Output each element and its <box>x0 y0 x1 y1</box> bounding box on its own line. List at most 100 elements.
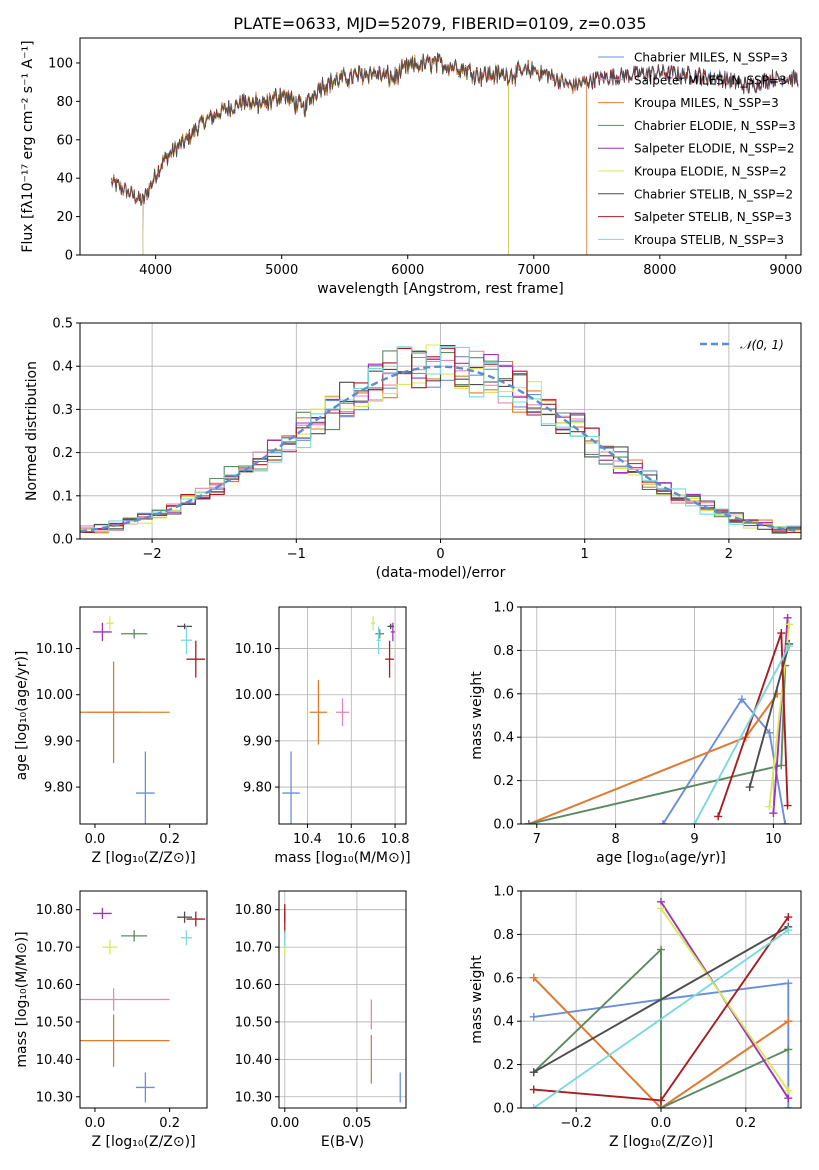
y-axis-label: mass weight <box>469 671 485 760</box>
x-tick-label: 0.2 <box>159 1116 180 1131</box>
weight-line-salpeter_stelib <box>717 632 789 817</box>
data-point-chabrier_miles <box>136 1072 155 1103</box>
weight-marker <box>777 629 786 638</box>
x-tick-label: 0.0 <box>85 1116 106 1131</box>
spectrum-line-salpeter_elodie <box>142 53 509 255</box>
weight-line-kroupa_stelib <box>693 645 791 824</box>
data-point-salpeter_stelib <box>186 911 206 927</box>
axes-frame <box>278 890 407 1109</box>
y-tick-label: 10.80 <box>235 903 272 918</box>
x-tick-label: 9000 <box>769 263 802 278</box>
y-tick-label: 10.00 <box>36 688 73 703</box>
y-tick-label: 60 <box>56 133 73 148</box>
x-tick-label: 2 <box>725 547 733 562</box>
y-axis-label: age [log₁₀(age/yr)] <box>14 651 30 781</box>
y-tick-label: 10.10 <box>235 642 272 657</box>
weight-line-chabrier_elodie <box>533 947 789 1108</box>
weight-marker <box>765 728 774 737</box>
y-tick-label: 40 <box>56 172 73 187</box>
x-tick-label: 1 <box>581 547 589 562</box>
legend-entry: 𝒩(0, 1) <box>740 338 784 352</box>
spectrum-panel: 4000 5000 6000 7000 8000 9000 0 20 40 60 80 100 wave… <box>20 37 802 297</box>
massweight_vs_age-grid <box>521 606 801 825</box>
weight-marker <box>657 945 665 954</box>
weight-marker <box>529 1104 538 1108</box>
y-tick-label: 0.6 <box>493 687 514 702</box>
weight-marker <box>765 802 774 811</box>
y-tick-label: 10.10 <box>36 642 73 657</box>
figure-title: PLATE=0633, MJD=52079, FIBERID=0109, z=0… <box>233 14 646 33</box>
y-tick-label: 0.0 <box>52 533 73 548</box>
x-tick-label: 0 <box>436 547 444 562</box>
data-point-salpeter_miles <box>80 988 170 1011</box>
x-tick-label: 10.6 <box>337 832 366 847</box>
weight-line-kroupa_stelib <box>533 929 789 1108</box>
weight-marker <box>657 904 665 913</box>
y-tick-label: 0.4 <box>493 731 514 746</box>
age_vs_mass-grid <box>279 607 406 824</box>
weight-marker <box>781 820 790 824</box>
weight-line-kroupa_elodie <box>660 907 790 1092</box>
mass_vs_ebv-grid <box>279 891 406 1108</box>
x-axis-label: Z [log₁₀(Z/Z⊙)] <box>609 1134 713 1150</box>
y-tick-label: 10.70 <box>235 941 272 956</box>
histogram-step-kroupa_elodie <box>80 344 801 534</box>
y-tick-label: 0.4 <box>52 360 73 375</box>
legend-entry: Kroupa STELIB, N_SSP=3 <box>634 233 784 247</box>
mass-vs-metallicity-panel: 0.0 0.2 10.30 10.40 10.50 10.60 10.70 10.80 Z [l… <box>14 890 208 1150</box>
legend-entry: Kroupa ELODIE, N_SSP=2 <box>634 165 787 179</box>
residual-legend: 𝒩(0, 1) <box>700 338 784 352</box>
massweight_vs_Z-plot-area <box>529 897 793 1108</box>
legend-entry: Salpeter STELIB, N_SSP=3 <box>634 210 792 224</box>
spectrum-plot-area <box>111 52 799 255</box>
x-tick-label: 7 <box>533 832 541 847</box>
data-point-kroupa_miles <box>309 679 328 745</box>
mass_vs_ebv-plot-area <box>284 904 401 1103</box>
x-tick-label: −1 <box>287 547 306 562</box>
legend-entry: Chabrier STELIB, N_SSP=2 <box>634 187 793 201</box>
data-point-salpeter_elodie <box>93 622 112 642</box>
data-point-kroupa_stelib <box>180 930 193 946</box>
x-tick-label: 9 <box>690 832 698 847</box>
data-point-kroupa_miles <box>80 661 170 764</box>
y-tick-label: 10.50 <box>235 1015 272 1030</box>
mass_vs_Z-plot-area <box>80 907 206 1103</box>
y-tick-label: 10.50 <box>36 1015 73 1030</box>
legend-entry: Salpeter ELODIE, N_SSP=2 <box>634 142 795 156</box>
y-tick-label: 9.80 <box>243 781 272 796</box>
axes-frame <box>520 606 802 825</box>
y-tick-label: 10.40 <box>36 1053 73 1068</box>
x-tick-label: 10.4 <box>293 832 322 847</box>
data-point-kroupa_elodie <box>102 939 118 955</box>
data-point-chabrier_stelib <box>177 623 193 630</box>
weight-marker <box>769 809 778 818</box>
x-axis-label: Z [log₁₀(Z/Z⊙)] <box>91 1134 195 1150</box>
x-tick-label: 0.2 <box>159 832 180 847</box>
y-axis-label: Flux [fλ10⁻¹⁷ erg cm⁻² s⁻¹ A⁻¹] <box>20 40 36 252</box>
y-tick-label: 10.40 <box>235 1053 272 1068</box>
y-tick-label: 0.3 <box>52 403 73 418</box>
data-point-salpeter_stelib <box>186 640 206 678</box>
mass-vs-ebv-panel: 0.00 0.05 10.30 10.40 10.50 10.60 10.70 10.80 E(… <box>235 890 407 1150</box>
x-axis-label: E(B-V) <box>321 1134 364 1150</box>
weight-line-kroupa_miles <box>533 977 789 1108</box>
weight-line-salpeter_elodie <box>772 617 789 814</box>
weight-marker <box>784 1017 793 1026</box>
y-tick-label: 0.1 <box>52 489 73 504</box>
weight-marker <box>529 973 538 982</box>
data-point-salpeter_stelib <box>385 640 394 678</box>
weight-marker <box>529 1012 538 1021</box>
data-point-chabrier_elodie <box>121 629 148 639</box>
weight-marker <box>690 820 699 824</box>
data-point-kroupa_stelib <box>180 626 193 655</box>
x-tick-label: 0.0 <box>651 1116 672 1131</box>
x-axis-label: (data-model)/error <box>376 565 506 581</box>
y-tick-label: 0.5 <box>52 317 73 332</box>
data-point-chabrier_miles <box>282 751 300 824</box>
x-tick-label: 5000 <box>265 263 298 278</box>
weight-marker <box>657 1104 665 1108</box>
axes-frame <box>79 890 208 1109</box>
y-tick-label: 10.30 <box>36 1090 73 1105</box>
data-point-chabrier_elodie <box>375 629 385 639</box>
y-tick-label: 0.4 <box>493 1015 514 1030</box>
